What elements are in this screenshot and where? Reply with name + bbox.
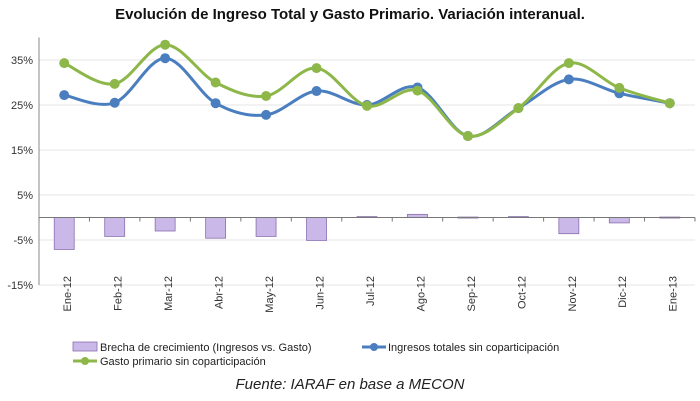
- x-tick-label: Abr-12: [214, 276, 226, 309]
- x-tick-label: Feb-12: [113, 276, 125, 311]
- data-point: [160, 53, 171, 64]
- data-point: [513, 103, 524, 114]
- x-tick-label: Ene-12: [62, 276, 74, 311]
- bar: [53, 217, 75, 250]
- data-point: [59, 90, 70, 101]
- chart-title: Evolución de Ingreso Total y Gasto Prima…: [115, 6, 585, 23]
- bar: [558, 217, 580, 235]
- data-point: [210, 98, 221, 109]
- data-point: [109, 78, 120, 89]
- y-tick-label: 25%: [11, 100, 33, 112]
- bar: [154, 217, 176, 232]
- data-point: [311, 86, 322, 97]
- legend-label: Brecha de crecimiento (Ingresos vs. Gast…: [100, 342, 312, 354]
- series-line: [63, 56, 671, 138]
- data-point: [462, 131, 473, 142]
- y-tick-label: 15%: [11, 145, 33, 157]
- bar: [255, 217, 277, 237]
- legend-marker: [81, 357, 89, 365]
- x-tick-label: Jun-12: [314, 276, 326, 310]
- bar: [608, 217, 630, 224]
- y-tick-label: -15%: [7, 280, 33, 292]
- data-point: [261, 91, 272, 101]
- x-tick-label: Mar-12: [163, 276, 175, 311]
- x-tick-label: Ene-13: [668, 276, 680, 311]
- legend-label: Gasto primario sin coparticipación: [100, 356, 266, 368]
- y-tick-label: -5%: [13, 235, 33, 247]
- data-point: [160, 39, 171, 50]
- bar: [205, 217, 227, 239]
- data-point: [261, 109, 272, 120]
- x-tick-label: May-12: [264, 276, 276, 313]
- x-tick-label: Jul-12: [365, 276, 377, 306]
- data-point: [210, 77, 221, 88]
- bar: [306, 217, 327, 241]
- data-point: [412, 85, 423, 96]
- bar: [104, 217, 126, 237]
- data-point: [59, 58, 70, 69]
- x-tick-label: Ago-12: [415, 276, 427, 311]
- legend-label: Ingresos totales sin coparticipación: [388, 342, 559, 354]
- data-point: [614, 82, 625, 93]
- legend-marker: [370, 343, 378, 351]
- data-point: [362, 100, 372, 111]
- data-point: [109, 97, 120, 108]
- data-point: [664, 98, 675, 109]
- chart-source: Fuente: IARAF en base a MECON: [235, 376, 465, 393]
- y-tick-label: 35%: [11, 55, 33, 67]
- x-tick-label: Oct-12: [516, 276, 528, 309]
- x-tick-label: Nov-12: [567, 276, 579, 311]
- x-tick-label: Dic-12: [617, 276, 629, 308]
- y-tick-label: 5%: [17, 190, 33, 202]
- data-point: [563, 58, 574, 69]
- data-point: [311, 63, 322, 74]
- data-point: [563, 74, 574, 85]
- x-tick-label: Sep-12: [466, 276, 478, 311]
- series-line: [63, 43, 671, 138]
- legend-swatch-bar: [72, 341, 98, 352]
